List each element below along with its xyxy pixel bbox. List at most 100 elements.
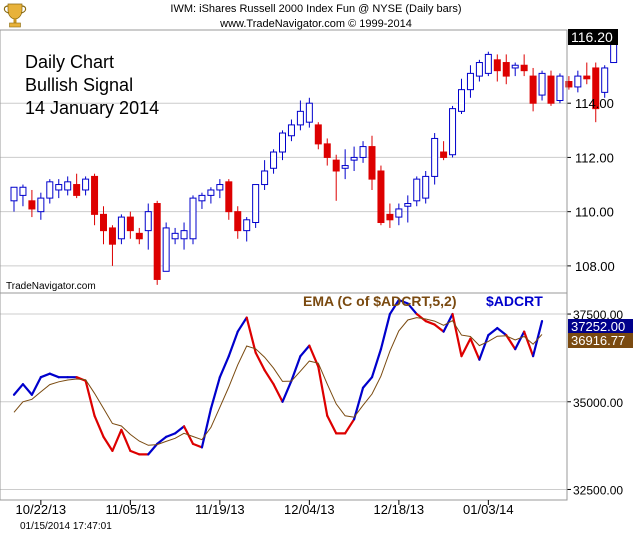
adcrt-line-segment (147, 442, 159, 456)
price-tick-label: 110.00 (575, 205, 614, 220)
adcrt-line-segment (156, 435, 168, 445)
candle (431, 133, 439, 185)
adcrt-line-segment (344, 418, 356, 435)
candle (458, 78, 465, 115)
candle (475, 59, 483, 82)
candle (314, 122, 322, 150)
candle (261, 160, 269, 190)
candle-body (332, 159, 340, 172)
candle (144, 203, 152, 250)
x-tick-label: 11/05/13 (106, 502, 156, 517)
candle-body (601, 67, 609, 93)
adcrt-line-segment (39, 372, 51, 379)
candle (37, 192, 45, 220)
candle (350, 146, 358, 171)
adcrt-line-segment (165, 432, 177, 438)
candle-body (261, 170, 269, 186)
candle-body (359, 146, 367, 158)
adcrt-value-label: 37252.00 (571, 319, 625, 334)
adcrt-line-segment (487, 326, 499, 337)
adcrt-line-segment (460, 337, 472, 358)
adcrt-line-segment (308, 344, 320, 368)
adcrt-line-segment (30, 376, 42, 396)
candle-body (180, 230, 188, 240)
candle-body (279, 132, 286, 153)
candle (592, 62, 600, 123)
candle-body (82, 178, 90, 191)
candle-body (493, 59, 501, 72)
candle-body (207, 189, 215, 196)
adcrt-line-segment (397, 298, 409, 305)
candle-body (55, 184, 63, 191)
adcrt-line-segment (317, 365, 329, 417)
adcrt-line-segment (299, 344, 311, 358)
candle (55, 179, 63, 199)
price-tick-label: 108.00 (575, 259, 615, 274)
candle (189, 195, 197, 245)
candle (91, 173, 99, 226)
candle-body (135, 232, 143, 240)
candle-body (270, 151, 278, 169)
candle-body (511, 64, 519, 69)
price-axis: 108.00 110.00 112.00 114.00 (567, 96, 615, 274)
ema-value-box (568, 333, 633, 348)
candle (538, 70, 546, 101)
candle-body (395, 208, 403, 218)
adcrt-line-segment (209, 376, 221, 410)
adcrt-line-segment (120, 428, 132, 452)
candle-body (10, 186, 18, 202)
candle (449, 105, 457, 158)
candle-body (529, 75, 537, 104)
candle-body (520, 64, 528, 72)
candle-body (610, 43, 618, 64)
adcrt-line-segment (424, 319, 436, 326)
adcrt-line-segment (174, 425, 186, 435)
candle (180, 222, 188, 250)
watermark: TradeNavigator.com (6, 281, 96, 292)
chart-subtitle: www.TradeNavigator.com © 1999-2014 (219, 18, 412, 30)
candle-body (422, 175, 430, 199)
adcrt-value-box (568, 319, 633, 334)
candle (270, 149, 278, 174)
candle (305, 97, 313, 128)
candle-body (126, 216, 134, 232)
candle (484, 51, 492, 77)
candle (171, 227, 179, 245)
candle (395, 203, 403, 226)
x-tick-label: 12/04/13 (284, 502, 335, 517)
annotation-line-3: 14 January 2014 (25, 98, 159, 118)
candle (529, 67, 537, 112)
adcrt-line-segment (236, 316, 248, 333)
adcrt-line-segment (451, 312, 463, 358)
candle-body (216, 184, 224, 191)
candle-body (64, 181, 72, 191)
candle (574, 70, 582, 93)
candle (279, 130, 286, 161)
candle-body (565, 81, 573, 88)
adcrt-line-segment (102, 435, 114, 452)
adcrt-line-segment (353, 386, 365, 421)
adcrt-line-segment (21, 383, 33, 396)
adcrt-line-segment (523, 330, 535, 358)
adcrt-line-segment (263, 369, 275, 386)
candle (28, 189, 36, 218)
candle (493, 54, 501, 82)
adcrt-line-segment (406, 302, 418, 316)
candle (19, 184, 27, 207)
adcrt-line-segment (272, 383, 284, 403)
candle (126, 211, 134, 239)
candle-body (243, 219, 251, 232)
price-tick-label: 114.00 (575, 96, 614, 111)
candle (359, 141, 367, 163)
ema-value-label: 36916.77 (571, 333, 625, 348)
timestamp: 01/15/2014 17:47:01 (20, 521, 112, 532)
candle-body (386, 213, 394, 221)
candle-body (305, 102, 313, 123)
candle-body (583, 75, 591, 80)
candle (601, 65, 609, 98)
candle-body (91, 175, 99, 215)
candle (64, 176, 72, 196)
candle (252, 184, 260, 228)
indicator-tick-label: 32500.00 (573, 483, 623, 497)
candle (547, 70, 555, 106)
